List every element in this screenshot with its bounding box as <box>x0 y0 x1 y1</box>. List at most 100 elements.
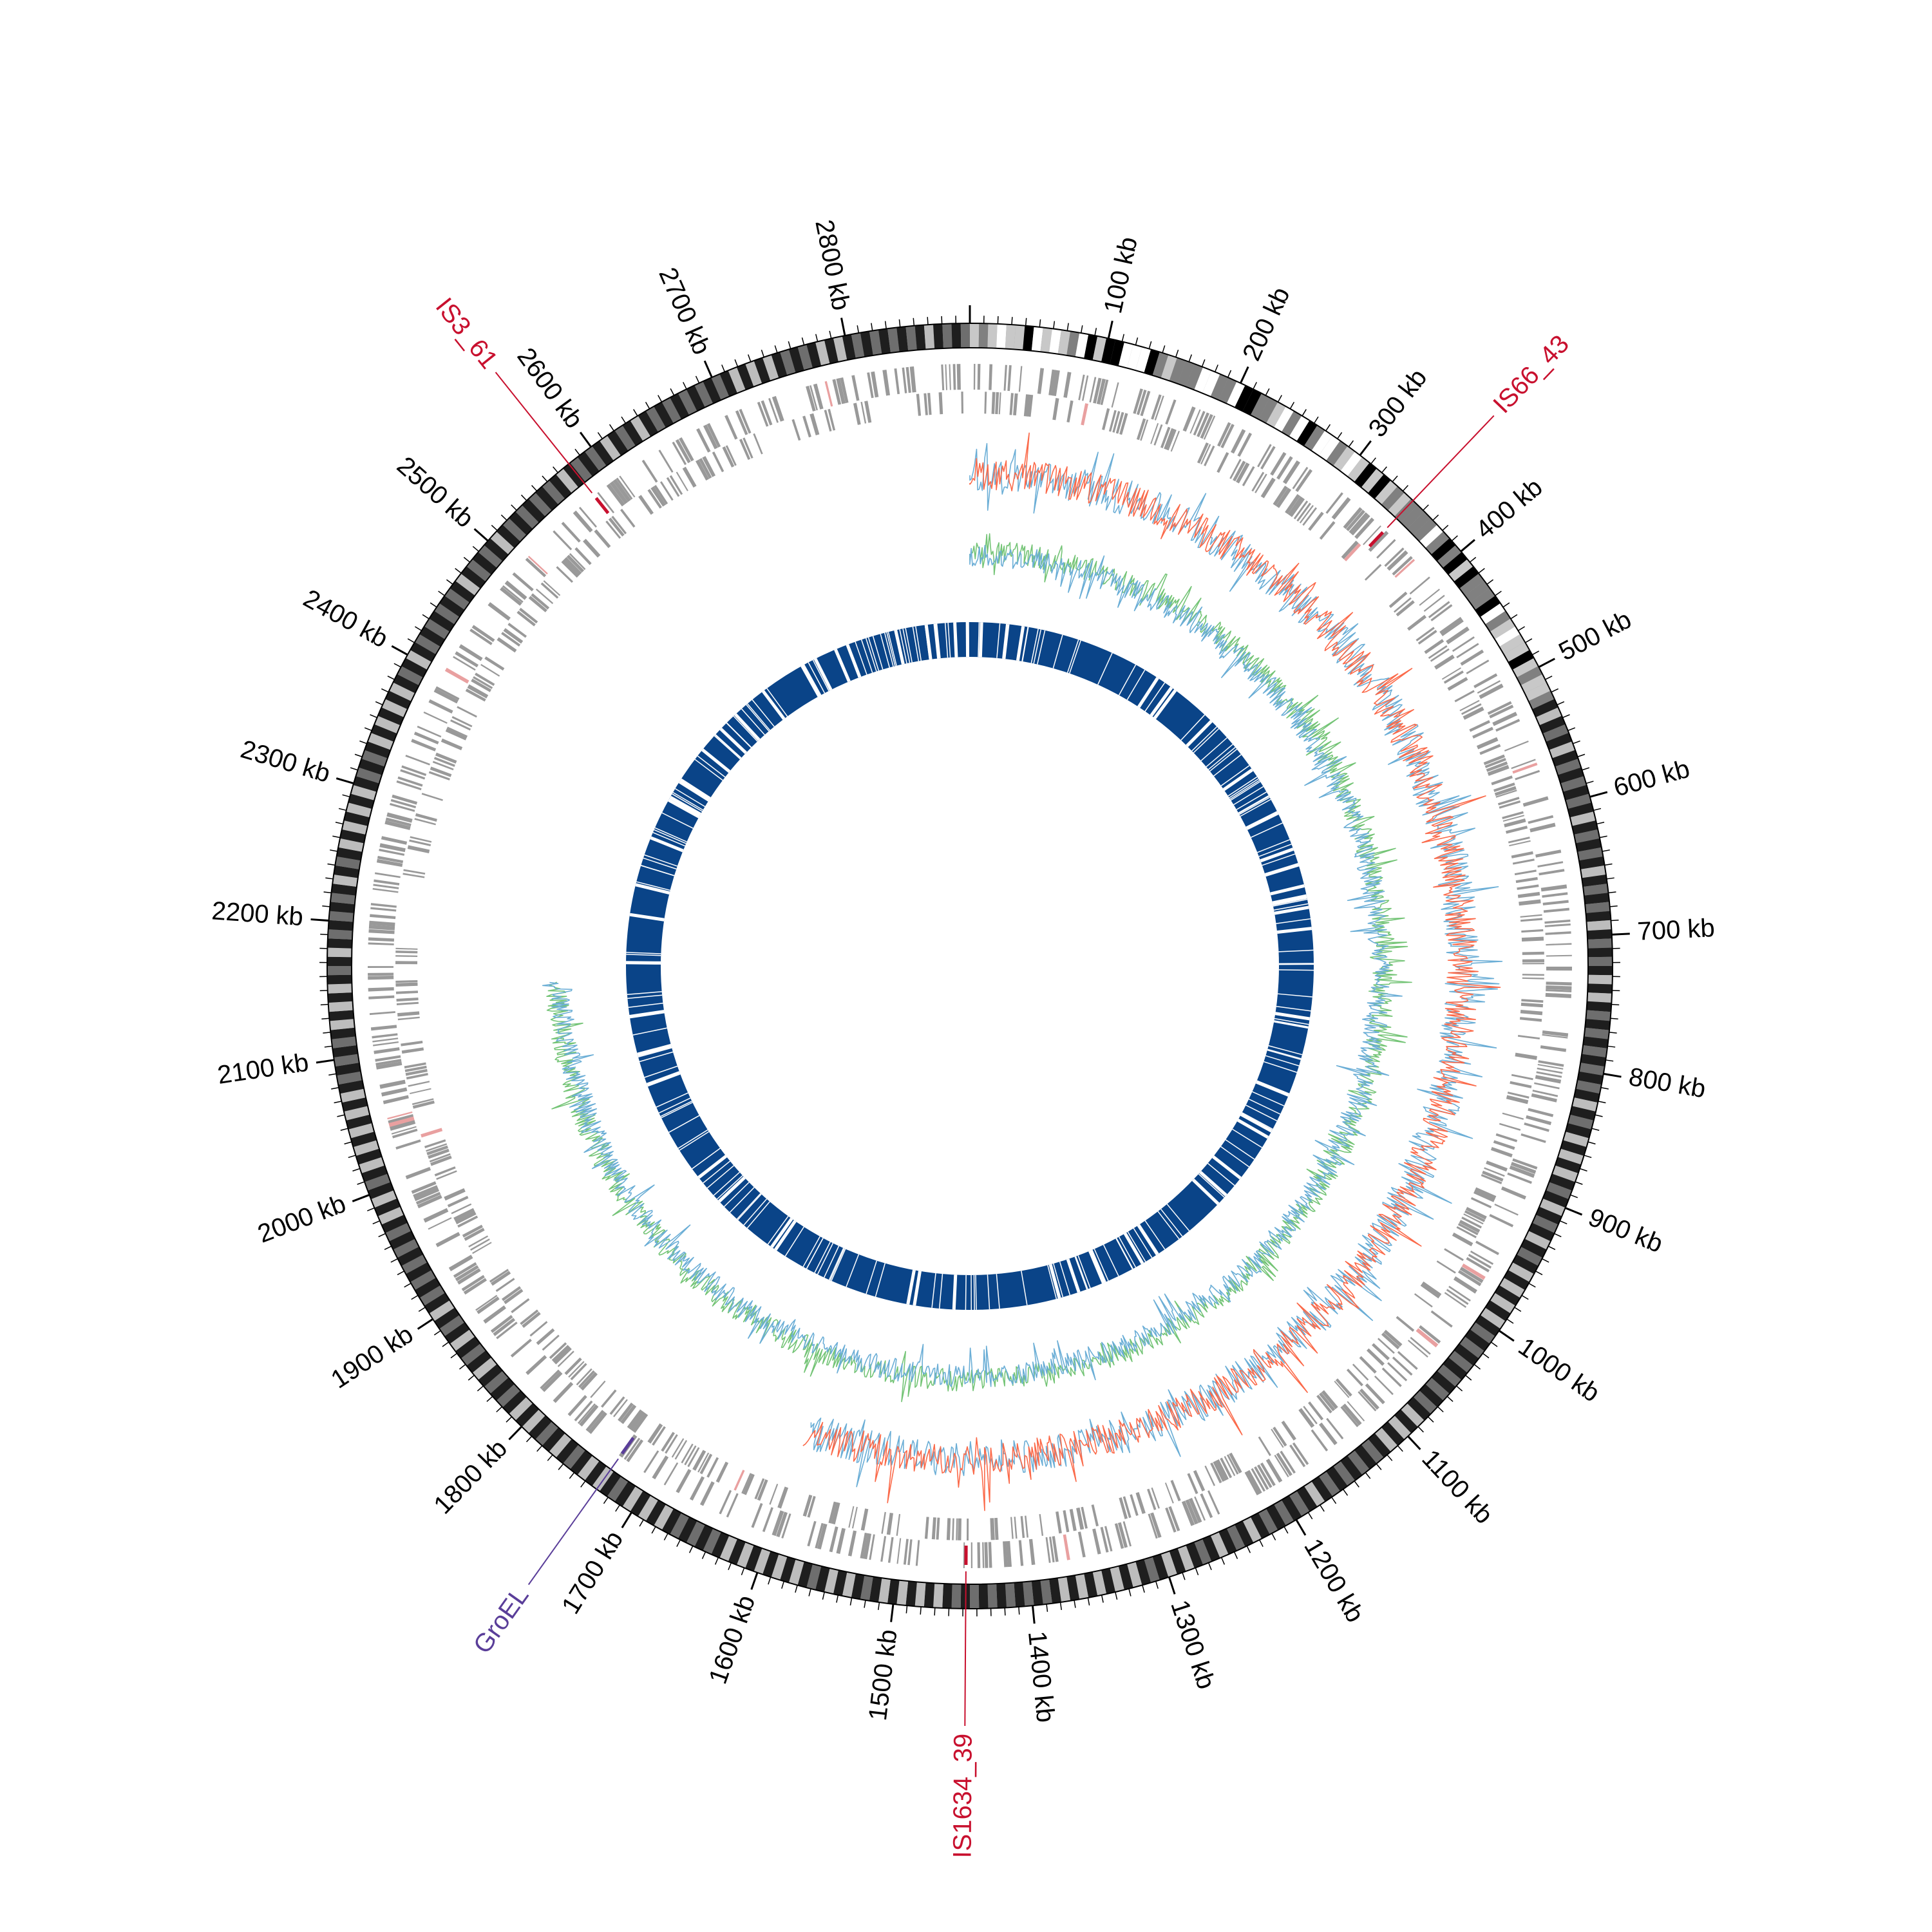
gene-block <box>769 1483 779 1505</box>
ideogram-band <box>1508 1262 1534 1282</box>
inner-ring-gap <box>661 1102 693 1119</box>
scale-tick <box>354 753 363 757</box>
ideogram-band <box>842 334 856 361</box>
inner-ring-gap <box>643 857 677 870</box>
ideogram-band <box>1431 1370 1456 1394</box>
tick-label: 2200 kb <box>211 896 304 931</box>
gene-block <box>397 1011 420 1017</box>
scale-tick <box>446 579 453 585</box>
scale-tick <box>1080 325 1083 334</box>
ideogram-band <box>367 732 394 750</box>
gene-block <box>1117 1522 1128 1548</box>
scale-tick <box>1510 614 1518 620</box>
gene-block <box>1296 502 1311 522</box>
gene-block <box>1319 521 1336 540</box>
gene-block <box>712 451 724 473</box>
gene-block <box>1122 1521 1132 1547</box>
gene-block <box>1521 999 1544 1003</box>
gene-block <box>1544 923 1571 927</box>
ideogram-band <box>1177 361 1195 387</box>
ideogram-band <box>1374 480 1398 505</box>
scale-tick <box>1302 409 1307 417</box>
ideogram-band <box>960 323 970 348</box>
gene-block <box>1454 690 1475 703</box>
gene-block <box>753 433 763 455</box>
inner-ring-gap <box>1115 1238 1133 1269</box>
ideogram-band <box>622 1486 643 1512</box>
gene-block <box>1037 368 1045 394</box>
gene-block <box>549 1342 567 1359</box>
inner-ring-gap <box>628 1002 663 1008</box>
gene-block <box>573 510 593 533</box>
ideogram-band <box>599 1471 621 1497</box>
gene-block <box>578 1370 595 1388</box>
gene-block <box>436 1170 457 1180</box>
ideogram-band <box>1535 1206 1562 1225</box>
gene-block <box>916 393 922 416</box>
ideogram-band <box>607 430 629 456</box>
ideogram-band <box>472 552 497 575</box>
inner-ring-gap <box>767 1216 789 1245</box>
gene-block <box>1519 1017 1542 1022</box>
scale-tick <box>323 891 332 894</box>
scale-tick <box>1606 877 1615 880</box>
gene-block <box>829 1526 838 1553</box>
inner-ring-gap <box>627 991 662 996</box>
scale-tick <box>934 1607 936 1616</box>
ideogram-band <box>1520 1238 1547 1258</box>
scale-tick <box>734 359 739 367</box>
gene-block <box>1506 826 1528 834</box>
inner-ring-gap <box>1144 1220 1166 1250</box>
gene-block <box>1540 884 1567 892</box>
ideogram-band <box>1057 1577 1071 1602</box>
inner-ring-gap <box>1238 795 1269 813</box>
inner-ring-gap <box>812 659 829 692</box>
gene-block <box>475 672 495 687</box>
gene-block <box>1104 1526 1113 1552</box>
inner-ring-gap <box>644 1065 678 1078</box>
ideogram-band <box>614 425 636 451</box>
gene-block <box>1049 1537 1055 1563</box>
ideogram-band <box>1210 1531 1229 1558</box>
inner-ring-gap <box>1033 629 1042 664</box>
gene-block <box>1507 1172 1532 1184</box>
ideogram-band <box>677 389 697 415</box>
gene-block <box>1479 683 1504 699</box>
tick-label: 2100 kb <box>216 1048 310 1090</box>
scale-tick <box>1478 568 1485 574</box>
scale-tick <box>1195 1567 1199 1575</box>
scale-tick <box>459 1364 466 1370</box>
gene-block <box>1052 398 1059 421</box>
ideogram-band <box>1459 1336 1484 1359</box>
gene-block <box>1091 1504 1099 1527</box>
gene-block <box>1274 1454 1289 1478</box>
scale-tick <box>574 448 580 456</box>
ideogram-band <box>1202 1535 1220 1562</box>
scale-tick <box>381 688 389 693</box>
inner-ring-gap <box>944 623 949 658</box>
gene-block <box>401 1041 423 1046</box>
scale-tick <box>1602 849 1610 852</box>
gene-block <box>1489 705 1514 719</box>
inner-ring-gap <box>905 628 913 663</box>
gene-block <box>1276 1452 1293 1477</box>
ideogram-band <box>455 1336 480 1359</box>
scale-tick <box>1603 1072 1622 1078</box>
gene-block <box>681 1443 694 1464</box>
gene-block <box>863 1533 872 1560</box>
ideogram-band <box>833 336 848 362</box>
scale-tick <box>1155 1581 1159 1589</box>
ideogram-band <box>450 580 475 603</box>
scale-tick <box>1548 1245 1556 1251</box>
gene-block <box>1108 410 1117 432</box>
gene-block <box>1439 616 1463 635</box>
inner-ring-gap <box>1229 778 1259 799</box>
scale-tick <box>370 714 377 719</box>
ideogram-band <box>970 323 980 348</box>
ideogram-band <box>771 352 788 378</box>
ideogram-band <box>1586 1010 1611 1021</box>
gene-block <box>674 1440 688 1460</box>
ideogram-band <box>1092 336 1107 362</box>
ideogram-band <box>1127 344 1142 371</box>
inner-ring-gap <box>1166 1204 1190 1231</box>
